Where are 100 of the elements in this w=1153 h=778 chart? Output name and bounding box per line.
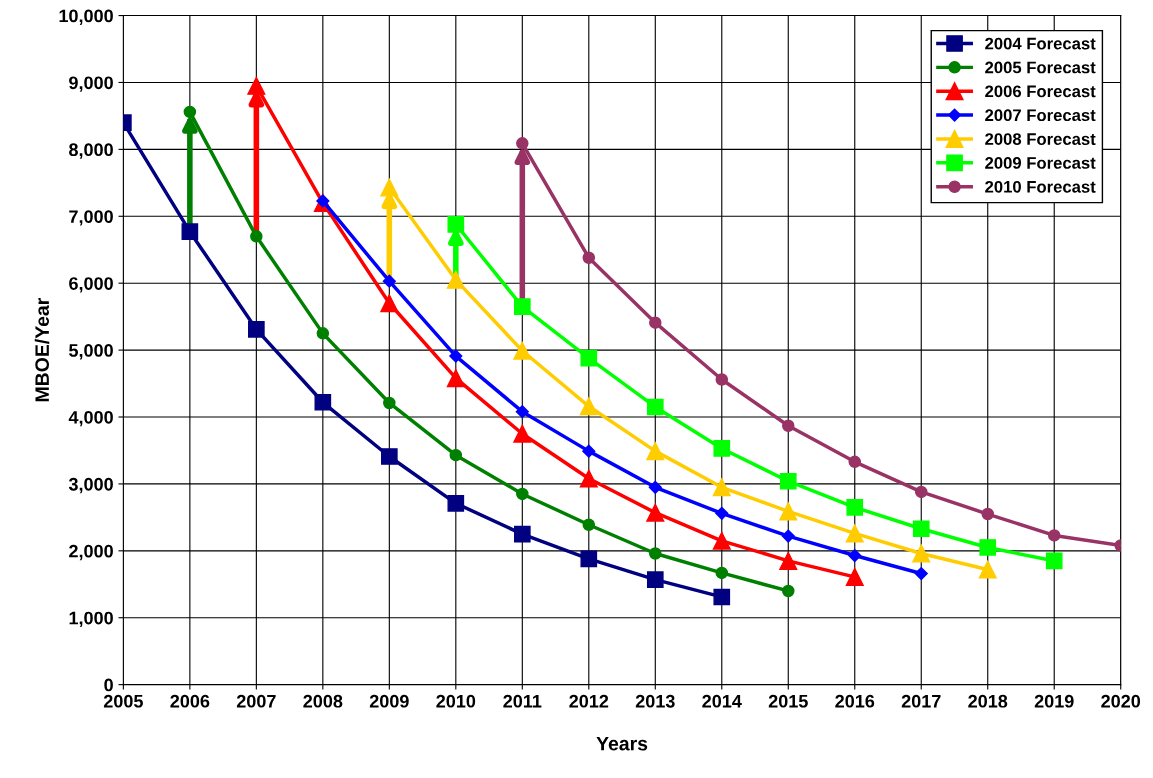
- point: [516, 137, 529, 150]
- point: [845, 567, 864, 586]
- point: [513, 298, 531, 315]
- y-tick-label: 6,000: [69, 277, 113, 293]
- point: [183, 105, 197, 119]
- x-tick-label: 2010: [436, 694, 476, 708]
- x-tick-label: 2020: [1101, 694, 1141, 708]
- y-tick-label: 7,000: [69, 210, 113, 226]
- point: [781, 529, 795, 543]
- point: [912, 520, 930, 538]
- point: [582, 518, 596, 531]
- point: [848, 455, 862, 469]
- point: [314, 393, 332, 411]
- point: [779, 472, 797, 490]
- point: [513, 525, 531, 543]
- point: [713, 440, 731, 457]
- point: [648, 480, 662, 494]
- legend-label: 2005 Forecast: [985, 61, 1096, 74]
- point: [247, 76, 266, 95]
- point: [646, 442, 665, 461]
- x-tick-label: 2011: [503, 694, 542, 708]
- point: [446, 270, 465, 289]
- legend-label: 2008 Forecast: [985, 133, 1096, 145]
- point: [1045, 552, 1063, 570]
- x-tick-label: 2019: [1034, 694, 1074, 708]
- point: [649, 316, 662, 329]
- x-tick-label: 2005: [103, 694, 143, 708]
- point: [582, 444, 596, 458]
- point: [779, 551, 798, 570]
- point: [248, 321, 265, 338]
- legend-label: 2007 Forecast: [985, 109, 1096, 122]
- x-tick-label: 2012: [569, 694, 609, 708]
- point: [779, 502, 798, 521]
- y-tick-label: 0: [104, 678, 113, 692]
- y-tick-label: 8,000: [69, 143, 113, 159]
- point: [782, 419, 795, 432]
- point: [582, 251, 596, 265]
- x-tick-label: 2016: [835, 694, 875, 708]
- point: [713, 588, 731, 606]
- point: [382, 274, 396, 288]
- x-tick-label: 2018: [968, 694, 1008, 708]
- x-tick-label: 2006: [170, 694, 210, 708]
- point: [580, 349, 598, 367]
- point: [316, 327, 330, 340]
- point: [181, 223, 199, 241]
- x-tick-label: 2014: [702, 694, 742, 708]
- point: [449, 448, 463, 462]
- point: [516, 487, 529, 501]
- point: [649, 547, 662, 560]
- y-tick-label: 10,000: [59, 9, 113, 25]
- point: [513, 341, 532, 360]
- point: [579, 469, 598, 488]
- point: [845, 524, 864, 543]
- legend-label: 2004 Forecast: [985, 37, 1096, 50]
- point: [380, 178, 399, 197]
- point: [380, 448, 398, 465]
- point: [978, 560, 997, 579]
- point: [712, 478, 731, 497]
- point: [580, 550, 598, 568]
- point: [782, 584, 795, 598]
- y-tick-label: 3,000: [68, 477, 113, 494]
- point: [912, 544, 931, 563]
- y-tick-label: 2,000: [69, 544, 113, 561]
- legend-label: 2009 Forecast: [985, 157, 1096, 169]
- point: [914, 566, 928, 581]
- x-tick-label: 2015: [768, 694, 808, 708]
- y-axis-title: MBOE/Year: [34, 297, 50, 402]
- point: [380, 294, 399, 313]
- point: [712, 531, 731, 550]
- point: [449, 349, 463, 363]
- x-tick-label: 2008: [303, 694, 343, 708]
- y-tick-label: 4,000: [68, 410, 113, 427]
- point: [715, 566, 729, 580]
- point: [848, 548, 862, 563]
- x-tick-label: 2007: [236, 694, 276, 708]
- x-tick-label: 2013: [635, 694, 675, 708]
- y-tick-label: 9,000: [69, 76, 113, 92]
- y-tick-label: 1,000: [69, 611, 113, 628]
- y-tick-label: 5,000: [69, 344, 113, 360]
- point: [1047, 529, 1061, 542]
- point: [446, 369, 465, 388]
- point: [250, 230, 263, 243]
- point: [646, 571, 664, 588]
- point: [447, 215, 465, 233]
- point: [914, 485, 928, 499]
- point: [515, 405, 529, 419]
- point: [447, 494, 465, 512]
- x-tick-label: 2017: [901, 694, 941, 708]
- point: [513, 424, 532, 443]
- x-axis-title: Years: [596, 736, 648, 751]
- point: [383, 396, 396, 410]
- point: [715, 506, 729, 520]
- legend-label: 2010 Forecast: [985, 180, 1096, 193]
- x-tick-label: 2009: [369, 694, 409, 708]
- point: [646, 398, 664, 416]
- legend-label: 2006 Forecast: [985, 85, 1096, 98]
- point: [846, 498, 864, 516]
- point: [646, 503, 665, 522]
- point: [715, 373, 729, 386]
- point: [981, 507, 994, 521]
